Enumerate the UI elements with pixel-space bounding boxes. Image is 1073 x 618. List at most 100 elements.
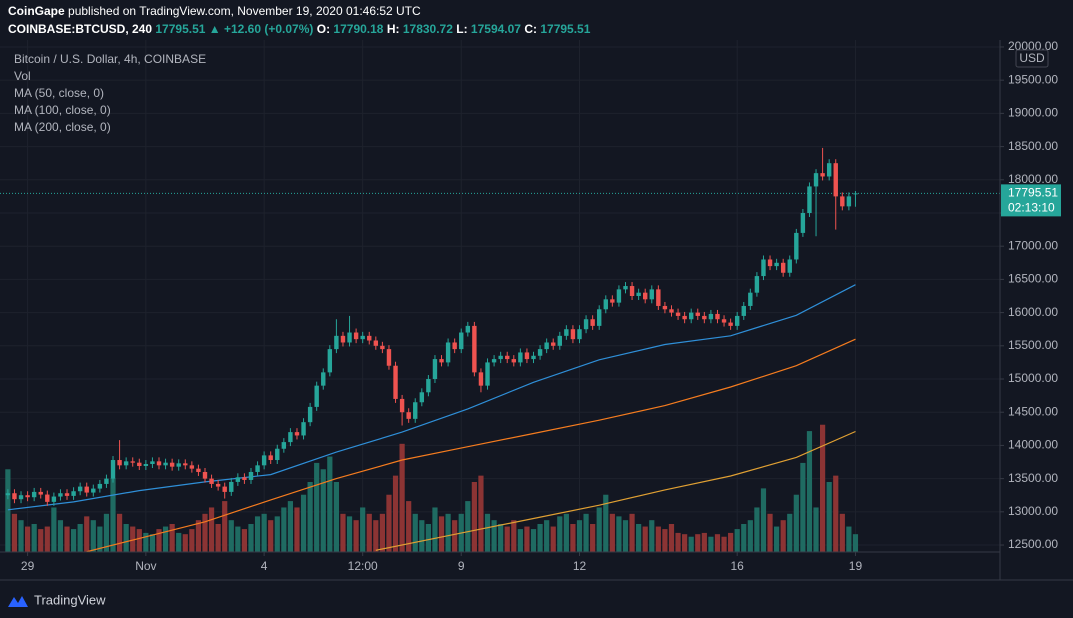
- footer-logo: TradingView: [8, 592, 106, 607]
- x-tick-label: 12:00: [348, 559, 378, 573]
- candle-body: [373, 340, 379, 346]
- volume-bar: [609, 513, 615, 552]
- volume-bar: [123, 524, 129, 552]
- candle-body: [511, 359, 516, 363]
- volume-bar: [70, 529, 77, 552]
- candle-body: [196, 468, 201, 472]
- volume-bar: [839, 513, 845, 552]
- ohlc-value: 17795.51: [540, 22, 590, 36]
- volume-bar: [767, 513, 773, 552]
- y-tick-label: 17000.00: [1008, 238, 1058, 252]
- volume-bar: [143, 532, 149, 552]
- ma-line: [375, 430, 856, 551]
- candle-body: [478, 372, 484, 386]
- candle-body: [229, 481, 234, 492]
- ohlc-value: 17594.07: [471, 22, 521, 36]
- candle-body: [570, 329, 576, 340]
- candle-body: [275, 448, 280, 461]
- candle-body: [104, 478, 109, 484]
- ohlc-value: 17790.18: [333, 22, 383, 36]
- candle-body: [498, 355, 503, 360]
- volume-bar: [557, 516, 563, 552]
- volume-bar: [826, 482, 832, 552]
- volume-bar: [406, 501, 412, 552]
- volume-bar: [445, 513, 451, 552]
- volume-bar: [504, 526, 510, 552]
- y-tick-label: 16000.00: [1008, 305, 1058, 319]
- volume-bar: [563, 513, 569, 552]
- x-tick-label: Nov: [135, 559, 156, 573]
- candle-body: [163, 462, 168, 466]
- volume-bar: [136, 529, 142, 552]
- candle-body: [84, 486, 89, 493]
- volume-bar: [261, 513, 267, 552]
- volume-bar: [524, 526, 530, 552]
- volume-bar: [248, 524, 254, 552]
- y-tick-label: 16500.00: [1008, 272, 1058, 286]
- candle-body: [597, 309, 602, 326]
- volume-bar: [642, 526, 648, 552]
- volume-bar: [57, 520, 64, 552]
- volume-bar: [695, 534, 701, 552]
- candle-body: [800, 212, 806, 233]
- volume-bar: [484, 513, 491, 552]
- volume-bar: [846, 526, 852, 552]
- candle-body: [577, 329, 582, 340]
- candle-body: [721, 319, 727, 323]
- volume-bar: [701, 532, 707, 552]
- candle-body: [189, 465, 195, 469]
- legend-entry: MA (50, close, 0): [14, 86, 104, 100]
- volume-bar: [379, 513, 385, 552]
- volume-bar: [530, 529, 537, 552]
- candle-body: [25, 495, 30, 498]
- candle-body: [853, 193, 858, 195]
- y-tick-label: 15500.00: [1008, 338, 1058, 352]
- candle-body: [314, 385, 319, 407]
- candle-body: [432, 359, 438, 380]
- volume-bar: [18, 520, 24, 552]
- volume-bar: [235, 526, 241, 552]
- volume-bar: [498, 524, 504, 552]
- legend-entry: MA (200, close, 0): [14, 120, 111, 134]
- volume-bar: [24, 526, 31, 552]
- volume-bar: [222, 501, 228, 552]
- candle-body: [130, 461, 135, 463]
- candle-body: [557, 335, 562, 346]
- volume-bar: [314, 462, 320, 552]
- volume-bar: [603, 494, 609, 552]
- volume-bar: [780, 520, 786, 552]
- volume-bar: [274, 516, 280, 552]
- candle-body: [603, 299, 608, 310]
- candle-body: [5, 493, 11, 496]
- y-tick-label: 15000.00: [1008, 371, 1058, 385]
- candle-body: [649, 289, 654, 300]
- candle-body: [767, 259, 773, 267]
- volume-bar: [353, 520, 359, 552]
- y-tick-label: 12500.00: [1008, 537, 1058, 551]
- volume-bar: [38, 529, 44, 552]
- candle-body: [715, 313, 720, 320]
- candle-body: [156, 461, 162, 466]
- candle-body: [590, 319, 595, 326]
- candle-body: [117, 460, 122, 466]
- ohlc-value: 17830.72: [403, 22, 453, 36]
- volume-bar: [728, 532, 734, 552]
- last-price-tag: [1001, 184, 1061, 217]
- volume-bar: [616, 516, 622, 552]
- ma-lines: [7, 284, 856, 552]
- volume-bar: [241, 529, 248, 552]
- currency-box: [1015, 49, 1049, 68]
- volume-bar: [419, 520, 425, 552]
- candle-body: [780, 262, 786, 273]
- candle-body: [64, 493, 70, 496]
- volume-bar: [31, 524, 37, 552]
- candle-body: [426, 379, 431, 393]
- volume-bar: [452, 520, 458, 552]
- x-tick-label: 9: [458, 559, 465, 573]
- volume-bar: [195, 520, 202, 552]
- candle-body: [531, 355, 536, 360]
- candle-body: [623, 286, 628, 290]
- volume-bar: [649, 520, 655, 552]
- published: published on TradingView.com, November 1…: [68, 4, 421, 18]
- candle-body: [97, 483, 103, 489]
